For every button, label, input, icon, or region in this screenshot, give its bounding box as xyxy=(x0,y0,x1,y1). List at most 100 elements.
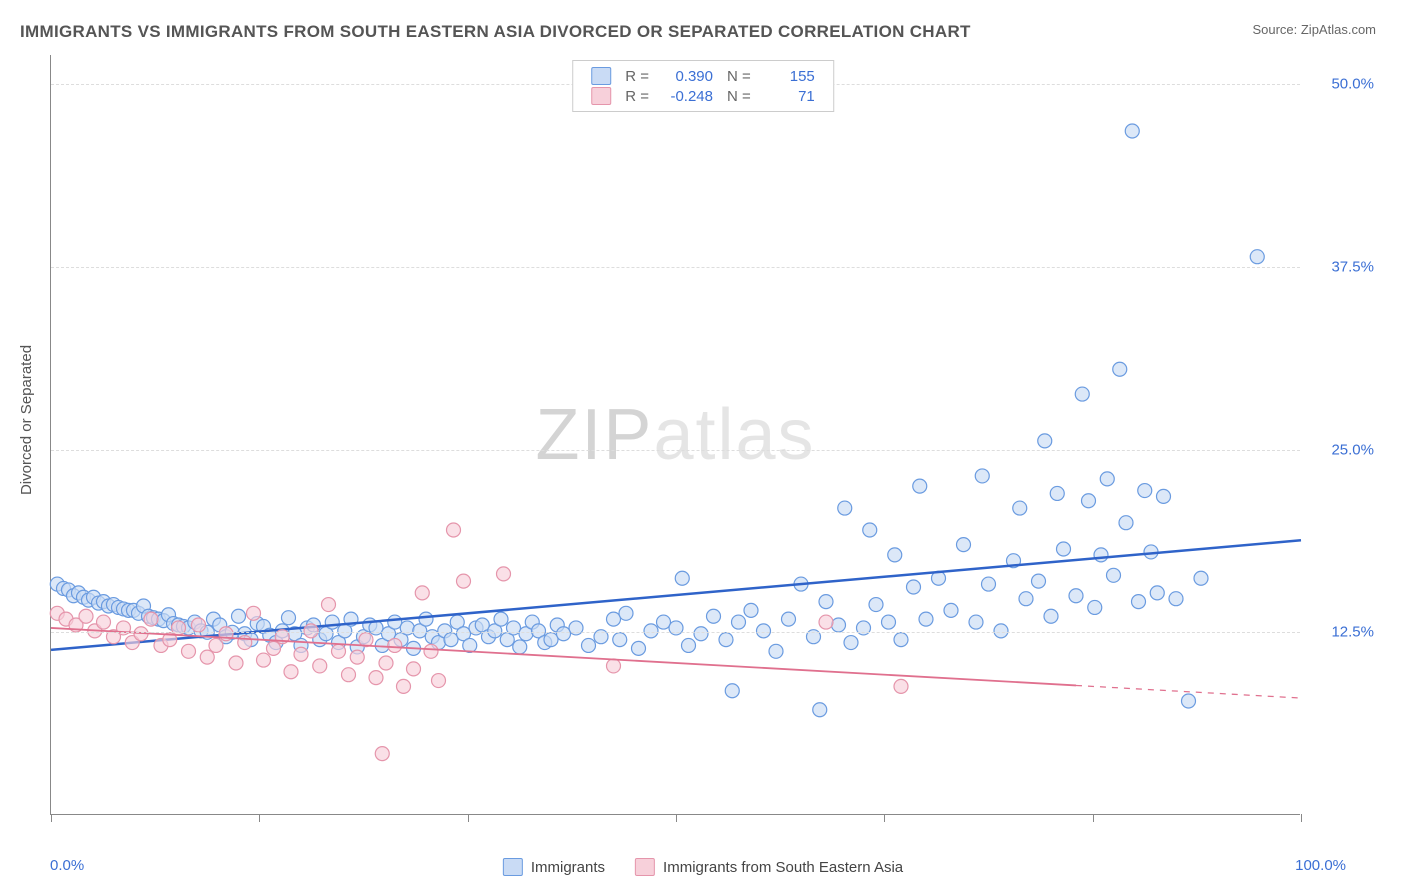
data-point xyxy=(694,627,708,641)
data-point xyxy=(1019,592,1033,606)
plot-area: ZIPatlas xyxy=(50,55,1300,815)
data-point xyxy=(182,644,196,658)
data-point xyxy=(1169,592,1183,606)
data-point xyxy=(838,501,852,515)
data-point xyxy=(342,668,356,682)
data-point xyxy=(313,659,327,673)
legend-item-immigrants: Immigrants xyxy=(503,858,605,876)
data-point xyxy=(1013,501,1027,515)
data-point xyxy=(888,548,902,562)
x-axis-min-label: 0.0% xyxy=(50,857,84,874)
r-value: -0.248 xyxy=(663,88,713,105)
data-point xyxy=(294,647,308,661)
data-point xyxy=(819,615,833,629)
data-point xyxy=(513,640,527,654)
data-point xyxy=(1132,595,1146,609)
data-point xyxy=(719,633,733,647)
data-point xyxy=(247,606,261,620)
data-point xyxy=(632,641,646,655)
data-point xyxy=(557,627,571,641)
data-point xyxy=(744,603,758,617)
data-point xyxy=(257,653,271,667)
bottom-legend: Immigrants Immigrants from South Eastern… xyxy=(503,858,903,876)
data-point xyxy=(975,469,989,483)
data-point xyxy=(1069,589,1083,603)
data-point xyxy=(613,633,627,647)
data-point xyxy=(379,656,393,670)
data-point xyxy=(1250,250,1264,264)
legend-item-sea: Immigrants from South Eastern Asia xyxy=(635,858,903,876)
data-point xyxy=(682,638,696,652)
data-point xyxy=(79,609,93,623)
data-point xyxy=(1157,489,1171,503)
data-point xyxy=(969,615,983,629)
data-point xyxy=(284,665,298,679)
data-point xyxy=(1050,486,1064,500)
r-label: R = xyxy=(625,88,649,105)
legend-swatch xyxy=(503,858,523,876)
data-point xyxy=(644,624,658,638)
data-point xyxy=(757,624,771,638)
data-point xyxy=(607,612,621,626)
data-point xyxy=(944,603,958,617)
data-point xyxy=(267,641,281,655)
data-point xyxy=(675,571,689,585)
legend-label: Immigrants xyxy=(531,859,605,876)
data-point xyxy=(457,574,471,588)
data-point xyxy=(544,633,558,647)
r-value: 0.390 xyxy=(663,68,713,85)
data-point xyxy=(619,606,633,620)
data-point xyxy=(782,612,796,626)
source-attribution: Source: ZipAtlas.com xyxy=(1252,22,1376,37)
data-point xyxy=(369,671,383,685)
data-point xyxy=(957,538,971,552)
data-point xyxy=(907,580,921,594)
data-point xyxy=(407,662,421,676)
data-point xyxy=(282,611,296,625)
data-point xyxy=(432,674,446,688)
data-point xyxy=(1082,494,1096,508)
correlation-row-1: R = 0.390 N = 155 xyxy=(591,67,815,85)
data-point xyxy=(1194,571,1208,585)
y-axis-label: Divorced or Separated xyxy=(18,345,35,495)
data-point xyxy=(582,638,596,652)
legend-swatch xyxy=(591,87,611,105)
data-point xyxy=(1088,600,1102,614)
n-label: N = xyxy=(727,88,751,105)
data-point xyxy=(350,650,364,664)
y-tick-label: 12.5% xyxy=(1331,624,1374,641)
r-label: R = xyxy=(625,68,649,85)
data-point xyxy=(322,598,336,612)
data-point xyxy=(1119,516,1133,530)
data-point xyxy=(375,747,389,761)
chart-title: IMMIGRANTS VS IMMIGRANTS FROM SOUTH EAST… xyxy=(20,22,971,42)
data-point xyxy=(725,684,739,698)
data-point xyxy=(863,523,877,537)
data-point xyxy=(192,618,206,632)
y-tick-label: 37.5% xyxy=(1331,258,1374,275)
x-axis-max-label: 100.0% xyxy=(1295,857,1346,874)
data-point xyxy=(607,659,621,673)
data-point xyxy=(1182,694,1196,708)
data-point xyxy=(388,638,402,652)
data-point xyxy=(1113,362,1127,376)
data-point xyxy=(415,586,429,600)
data-point xyxy=(144,612,158,626)
data-point xyxy=(424,644,438,658)
legend-label: Immigrants from South Eastern Asia xyxy=(663,859,903,876)
data-point xyxy=(397,679,411,693)
data-point xyxy=(657,615,671,629)
data-point xyxy=(832,618,846,632)
data-point xyxy=(419,612,433,626)
y-tick-label: 25.0% xyxy=(1331,441,1374,458)
n-value: 155 xyxy=(765,68,815,85)
data-point xyxy=(1094,548,1108,562)
legend-swatch xyxy=(635,858,655,876)
data-point xyxy=(913,479,927,493)
correlation-legend: R = 0.390 N = 155 R = -0.248 N = 71 xyxy=(572,60,834,112)
data-point xyxy=(1044,609,1058,623)
correlation-row-2: R = -0.248 N = 71 xyxy=(591,87,815,105)
data-point xyxy=(1150,586,1164,600)
data-point xyxy=(200,650,214,664)
data-point xyxy=(844,636,858,650)
